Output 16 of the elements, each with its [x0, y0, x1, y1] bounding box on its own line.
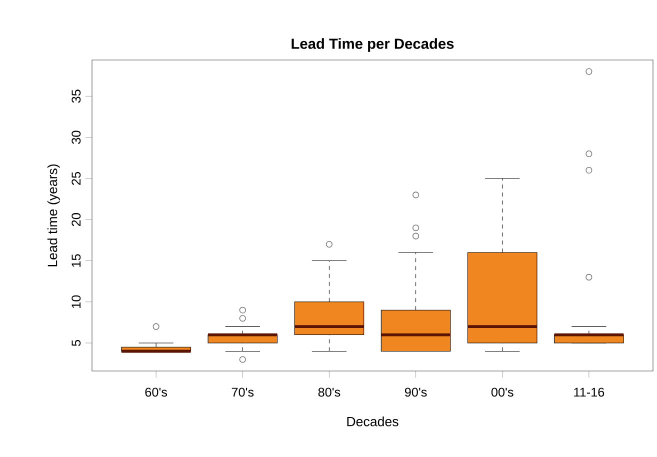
y-tick-label: 5 [72, 340, 81, 346]
y-tick-label: 15 [72, 254, 81, 267]
y-tick-label: 10 [72, 295, 81, 308]
chart-title: Lead Time per Decades [292, 38, 454, 52]
x-tick-label: 00's [491, 388, 514, 397]
x-tick-label: 60's [145, 388, 168, 397]
y-axis-title: Lead time (years) [47, 164, 60, 266]
y-tick-label: 25 [72, 172, 81, 185]
y-tick-label: 20 [72, 213, 81, 226]
x-tick-label: 70's [232, 388, 254, 397]
y-tick-label: 30 [72, 130, 81, 144]
y-tick-label: 35 [72, 90, 81, 103]
x-tick-label: 80's [318, 388, 340, 397]
x-tick-label: 11-16 [574, 388, 604, 397]
x-tick-label: 90's [404, 388, 427, 397]
x-axis-title: Decades [347, 416, 398, 426]
